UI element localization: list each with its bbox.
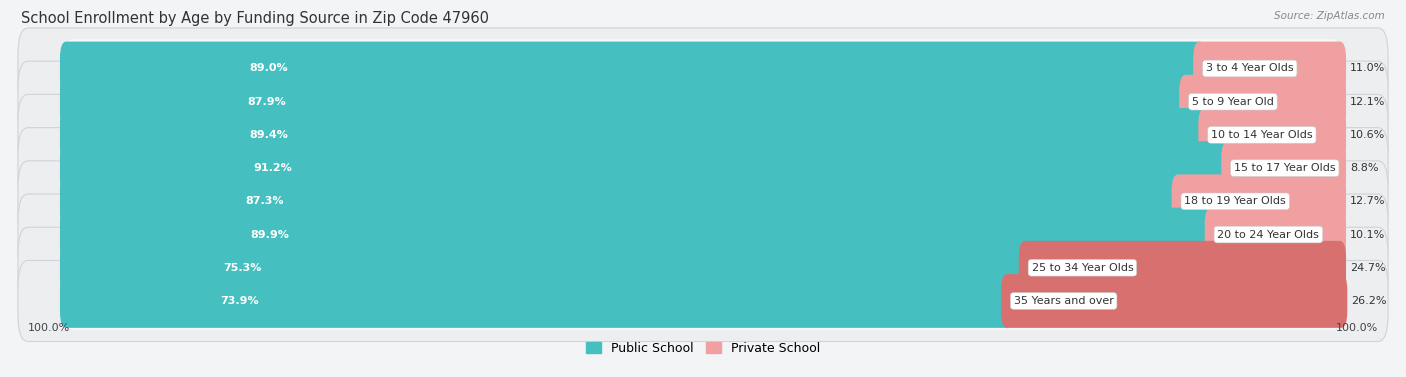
Text: 3 to 4 Year Olds: 3 to 4 Year Olds bbox=[1206, 63, 1294, 74]
FancyBboxPatch shape bbox=[66, 106, 1340, 164]
FancyBboxPatch shape bbox=[66, 272, 1340, 330]
FancyBboxPatch shape bbox=[60, 274, 1014, 328]
Text: 10 to 14 Year Olds: 10 to 14 Year Olds bbox=[1211, 130, 1313, 140]
Text: 24.7%: 24.7% bbox=[1350, 263, 1385, 273]
FancyBboxPatch shape bbox=[60, 75, 1192, 129]
FancyBboxPatch shape bbox=[60, 208, 1218, 262]
FancyBboxPatch shape bbox=[66, 172, 1340, 231]
Text: 18 to 19 Year Olds: 18 to 19 Year Olds bbox=[1184, 196, 1286, 206]
Text: 5 to 9 Year Old: 5 to 9 Year Old bbox=[1192, 97, 1274, 107]
FancyBboxPatch shape bbox=[18, 94, 1388, 175]
FancyBboxPatch shape bbox=[18, 227, 1388, 308]
Text: 100.0%: 100.0% bbox=[1336, 323, 1378, 333]
Text: Source: ZipAtlas.com: Source: ZipAtlas.com bbox=[1274, 11, 1385, 21]
FancyBboxPatch shape bbox=[66, 39, 1340, 98]
Legend: Public School, Private School: Public School, Private School bbox=[581, 337, 825, 360]
FancyBboxPatch shape bbox=[18, 61, 1388, 142]
Text: 87.3%: 87.3% bbox=[246, 196, 284, 206]
Text: 12.1%: 12.1% bbox=[1350, 97, 1385, 107]
Text: 100.0%: 100.0% bbox=[28, 323, 70, 333]
FancyBboxPatch shape bbox=[66, 239, 1340, 297]
Text: 12.7%: 12.7% bbox=[1350, 196, 1385, 206]
Text: 10.6%: 10.6% bbox=[1350, 130, 1385, 140]
FancyBboxPatch shape bbox=[60, 141, 1234, 195]
FancyBboxPatch shape bbox=[66, 205, 1340, 264]
Text: 20 to 24 Year Olds: 20 to 24 Year Olds bbox=[1218, 230, 1319, 239]
Text: 87.9%: 87.9% bbox=[247, 97, 285, 107]
FancyBboxPatch shape bbox=[60, 241, 1032, 295]
FancyBboxPatch shape bbox=[60, 175, 1184, 228]
Text: 25 to 34 Year Olds: 25 to 34 Year Olds bbox=[1032, 263, 1133, 273]
FancyBboxPatch shape bbox=[1171, 175, 1346, 228]
Text: 75.3%: 75.3% bbox=[224, 263, 262, 273]
Text: School Enrollment by Age by Funding Source in Zip Code 47960: School Enrollment by Age by Funding Sour… bbox=[21, 11, 489, 26]
FancyBboxPatch shape bbox=[18, 261, 1388, 342]
FancyBboxPatch shape bbox=[18, 194, 1388, 275]
Text: 91.2%: 91.2% bbox=[253, 163, 292, 173]
FancyBboxPatch shape bbox=[18, 161, 1388, 242]
FancyBboxPatch shape bbox=[1180, 75, 1346, 129]
Text: 10.1%: 10.1% bbox=[1350, 230, 1385, 239]
Text: 15 to 17 Year Olds: 15 to 17 Year Olds bbox=[1234, 163, 1336, 173]
Text: 89.0%: 89.0% bbox=[249, 63, 288, 74]
FancyBboxPatch shape bbox=[1198, 108, 1346, 162]
FancyBboxPatch shape bbox=[18, 127, 1388, 208]
FancyBboxPatch shape bbox=[1001, 274, 1347, 328]
FancyBboxPatch shape bbox=[60, 41, 1206, 95]
Text: 26.2%: 26.2% bbox=[1351, 296, 1386, 306]
FancyBboxPatch shape bbox=[18, 28, 1388, 109]
Text: 73.9%: 73.9% bbox=[221, 296, 259, 306]
FancyBboxPatch shape bbox=[1019, 241, 1346, 295]
FancyBboxPatch shape bbox=[66, 139, 1340, 197]
Text: 89.4%: 89.4% bbox=[250, 130, 288, 140]
FancyBboxPatch shape bbox=[66, 72, 1340, 131]
Text: 35 Years and over: 35 Years and over bbox=[1014, 296, 1114, 306]
FancyBboxPatch shape bbox=[1205, 208, 1346, 262]
FancyBboxPatch shape bbox=[60, 108, 1211, 162]
Text: 11.0%: 11.0% bbox=[1350, 63, 1385, 74]
FancyBboxPatch shape bbox=[1222, 141, 1346, 195]
Text: 8.8%: 8.8% bbox=[1350, 163, 1378, 173]
Text: 89.9%: 89.9% bbox=[250, 230, 290, 239]
FancyBboxPatch shape bbox=[1194, 41, 1346, 95]
